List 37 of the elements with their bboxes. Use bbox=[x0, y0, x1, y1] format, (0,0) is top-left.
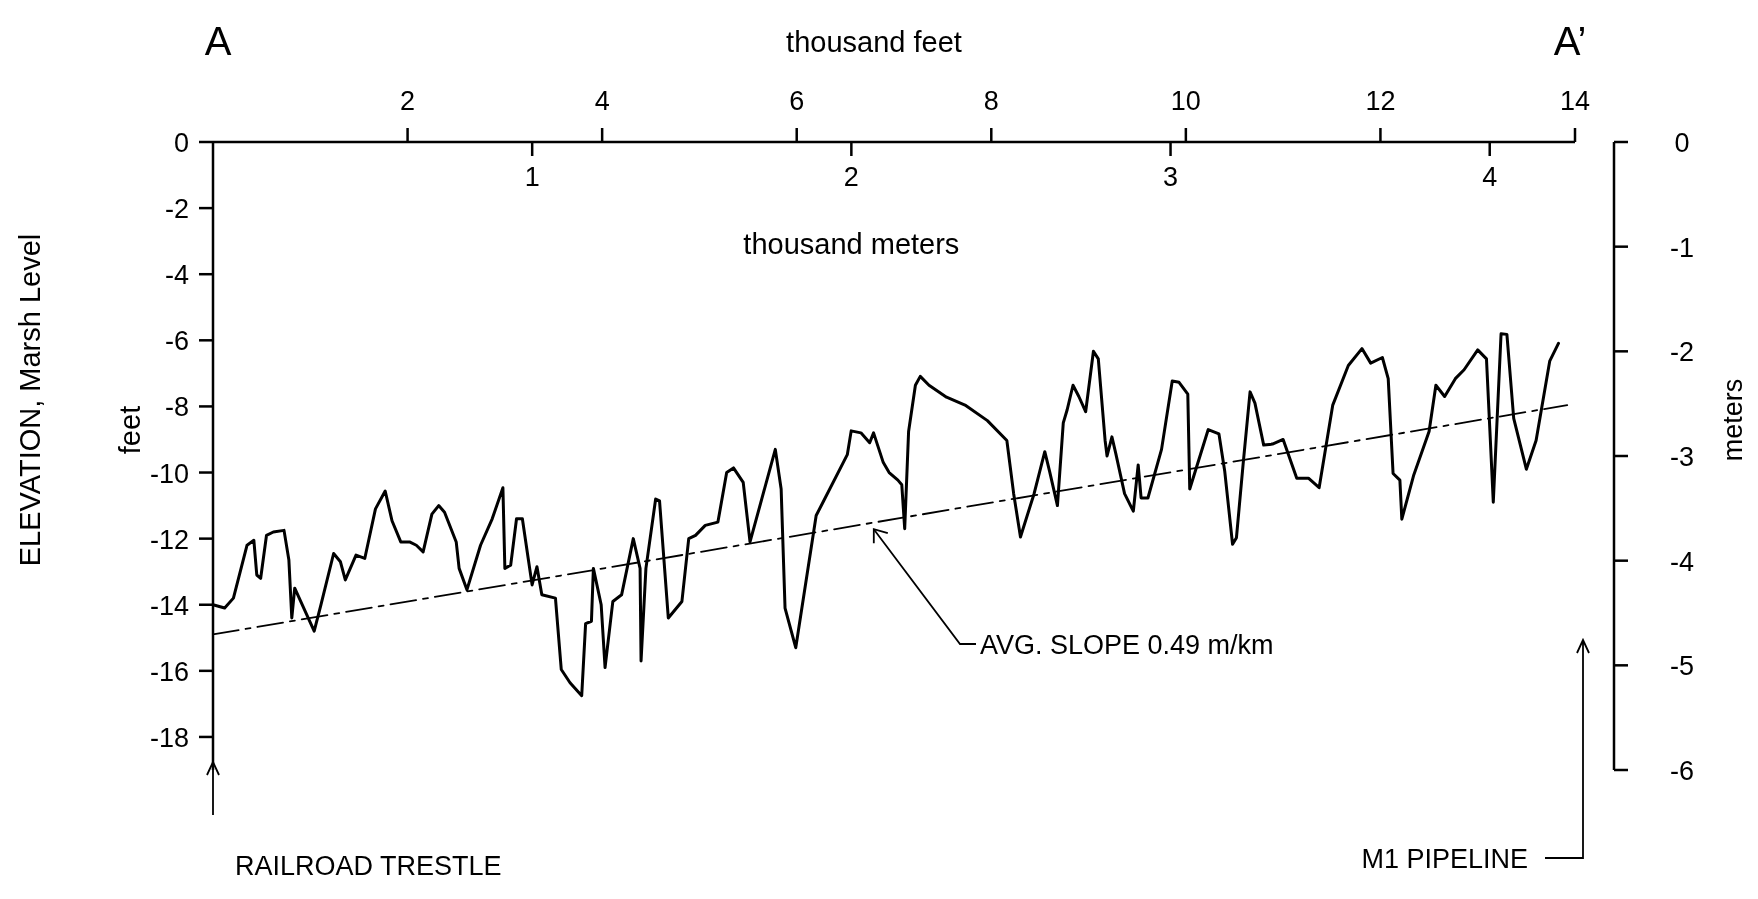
annotation: AVG. SLOPE 0.49 m/km bbox=[980, 630, 1274, 660]
y-tick-label: -8 bbox=[164, 392, 189, 423]
text: RAILROAD TRESTLE bbox=[235, 851, 502, 881]
x2-tick-label: 1 bbox=[524, 162, 540, 192]
x-tick-label: 4 bbox=[594, 86, 610, 116]
text: A bbox=[204, 19, 232, 63]
y2-tick-label: -4 bbox=[1669, 546, 1695, 577]
x-tick-label: 10 bbox=[1170, 86, 1201, 116]
x2-tick-label: 3 bbox=[1163, 162, 1179, 192]
y-tick-label: -12 bbox=[149, 524, 189, 555]
y-tick-label: -18 bbox=[149, 722, 189, 753]
y2-tick-label: -5 bbox=[1669, 651, 1695, 682]
x2-tick-label: 4 bbox=[1482, 162, 1498, 192]
x2-axis-title: thousand meters bbox=[743, 228, 960, 260]
x-tick-label: 2 bbox=[400, 86, 416, 116]
y-tick-label: -4 bbox=[164, 260, 189, 291]
text: M1 PIPELINE bbox=[1361, 844, 1528, 874]
x-tick-label: 8 bbox=[983, 86, 999, 116]
text: A’ bbox=[1553, 19, 1587, 63]
y-tick-label: -10 bbox=[149, 458, 189, 489]
x2-tick-label: 2 bbox=[843, 162, 859, 192]
y-tick-label: 0 bbox=[173, 128, 189, 158]
y-tick-label: -14 bbox=[149, 590, 189, 621]
y-tick-label: -16 bbox=[149, 656, 189, 687]
x-tick-label: 14 bbox=[1559, 86, 1591, 116]
y2-tick-label: -1 bbox=[1669, 232, 1695, 263]
y2-tick-label: -6 bbox=[1669, 756, 1695, 786]
y2-axis-title: meters bbox=[1718, 378, 1748, 462]
y2-tick-label: -2 bbox=[1669, 337, 1695, 368]
y2-tick-label: 0 bbox=[1674, 128, 1690, 158]
x-tick-label: 6 bbox=[789, 86, 805, 116]
y-tick-label: -6 bbox=[164, 326, 189, 357]
y-tick-label: -2 bbox=[164, 194, 189, 225]
x-axis-title: thousand feet bbox=[786, 26, 962, 58]
y2-tick-label: -3 bbox=[1669, 442, 1695, 472]
text: ELEVATION, Marsh Level feet bbox=[14, 233, 146, 567]
x-tick-label: 12 bbox=[1365, 86, 1396, 116]
